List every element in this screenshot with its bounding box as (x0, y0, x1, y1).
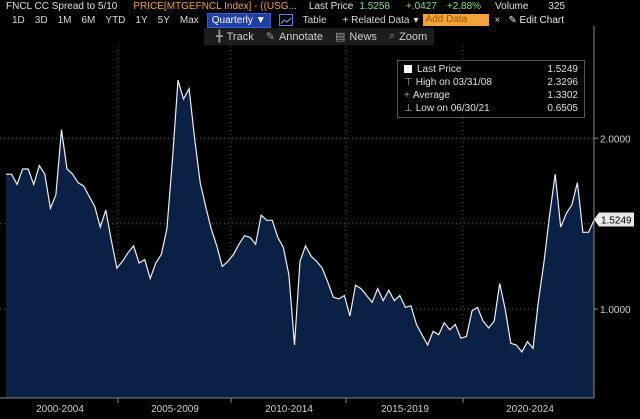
period-ytd[interactable]: YTD (105, 14, 126, 26)
pencil-icon: ✎ (508, 14, 517, 26)
chart-tools-bar: ╋ Track ✎ Annotate ▤ News ⌕ Zoom (204, 28, 434, 45)
edit-chart-button[interactable]: ✎ Edit Chart (508, 15, 564, 26)
annotate-icon: ✎ (265, 31, 275, 43)
crosshair-icon: ╋ (216, 31, 223, 43)
legend-box: Last Price 1.5249 ⊤ High on 03/31/08 2.32… (397, 60, 585, 118)
period-1m[interactable]: 1M (57, 14, 72, 26)
related-data-button[interactable]: + Related Data (342, 14, 410, 26)
volume-value: 325 (548, 1, 566, 12)
high-marker-icon: ⊤ (404, 77, 413, 88)
x-tick-label: 2010-2014 (265, 404, 313, 415)
area-fill (6, 80, 594, 398)
last-value-tag (594, 212, 634, 227)
zoom-label: Zoom (399, 30, 428, 43)
last-price-value: 1.5258 (359, 1, 390, 12)
x-tick-label: 2020-2024 (506, 404, 554, 415)
header-bar: FNCL CC Spread to 5/10 PRICE[MTGEFNCL In… (0, 0, 640, 13)
volume-label: Volume (495, 1, 529, 12)
legend-row-low: ⊥ Low on 06/30/21 0.6505 (404, 103, 578, 114)
legend-last-value: 1.5249 (547, 64, 578, 75)
news-icon: ▤ (334, 31, 346, 43)
toolbar: 1D 3D 1M 6M YTD 1Y 5Y Max Quarterly ▼ Ta… (0, 12, 640, 28)
line-chart-icon[interactable] (278, 14, 293, 26)
annotate-tool[interactable]: ✎ Annotate (265, 30, 323, 44)
legend-last-label: Last Price (417, 64, 462, 75)
legend-low-value: 0.6505 (547, 103, 578, 114)
pct-change-value: +2.88% (446, 1, 482, 12)
last-price-marker (404, 65, 412, 73)
news-label: News (349, 30, 377, 43)
period-1d[interactable]: 1D (12, 14, 25, 26)
formula-text[interactable]: PRICE[MTGEFNCL Index] - ((USG... (133, 1, 297, 12)
legend-high-label: High on 03/31/08 (415, 77, 492, 88)
edit-chart-label: Edit Chart (519, 14, 565, 26)
close-icon[interactable]: × (494, 14, 501, 26)
zoom-icon: ⌕ (388, 30, 396, 42)
period-3d[interactable]: 3D (34, 14, 48, 26)
track-tool[interactable]: ╋ Track (216, 30, 254, 44)
y-tick-label: 1.0000 (600, 305, 631, 316)
last-value-tag-label: 1.5249 (601, 215, 632, 226)
average-marker-icon: + (404, 90, 410, 101)
x-tick-label: 2015-2019 (381, 404, 429, 415)
zoom-tool[interactable]: ⌕ Zoom (389, 30, 427, 43)
frequency-label: Quarterly (211, 14, 253, 26)
x-tick-label: 2005-2009 (151, 404, 199, 415)
chart-title: FNCL CC Spread to 5/10 (6, 1, 118, 12)
legend-row-last: Last Price 1.5249 (404, 64, 578, 75)
y-tick-label: 2.0000 (600, 134, 631, 145)
legend-row-average: + Average 1.3302 (404, 90, 578, 101)
period-max[interactable]: Max (179, 14, 199, 26)
news-tool[interactable]: ▤ News (334, 30, 377, 44)
chevron-down-icon: ▼ (255, 14, 266, 26)
legend-low-label: Low on 06/30/21 (415, 103, 490, 114)
chevron-down-icon[interactable]: ▾ (413, 14, 419, 26)
period-6m[interactable]: 6M (81, 14, 96, 26)
change-value: +.0427 (405, 1, 437, 12)
series-line (6, 80, 595, 353)
period-1y[interactable]: 1Y (135, 14, 148, 26)
track-label: Track (226, 30, 254, 43)
legend-row-high: ⊤ High on 03/31/08 2.3296 (404, 77, 578, 88)
low-marker-icon: ⊥ (404, 103, 413, 114)
last-price-label: Last Price (308, 1, 354, 12)
legend-average-value: 1.3302 (547, 90, 578, 101)
table-button[interactable]: Table (302, 14, 327, 26)
legend-average-label: Average (412, 90, 450, 101)
period-5y[interactable]: 5Y (157, 14, 170, 26)
x-tick-label: 2000-2004 (36, 404, 84, 415)
frequency-dropdown[interactable]: Quarterly ▼ (206, 12, 271, 28)
legend-high-value: 2.3296 (547, 77, 578, 88)
add-data-input[interactable]: Add Data (422, 14, 489, 26)
annotate-label: Annotate (278, 30, 323, 43)
